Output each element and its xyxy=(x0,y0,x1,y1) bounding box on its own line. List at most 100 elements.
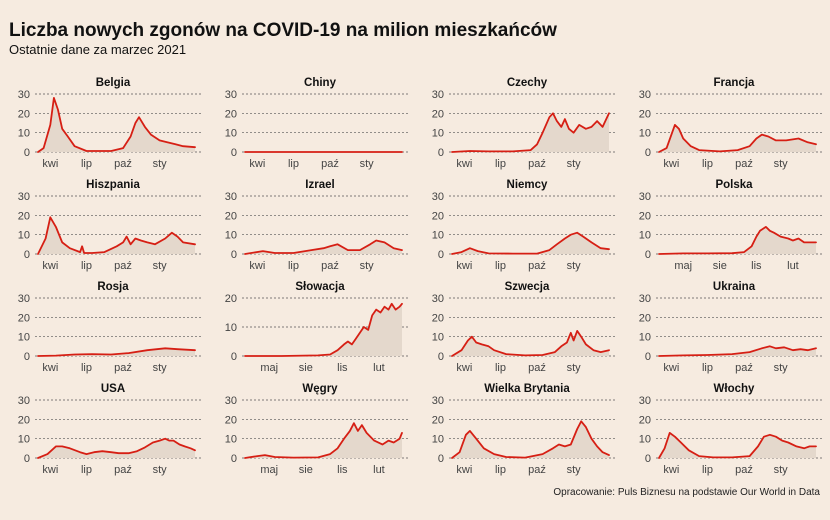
y-tick-label: 20 xyxy=(225,293,237,305)
y-tick-label: 30 xyxy=(639,293,651,305)
panel-rosja: Rosja 0 10 20 30 kwi lip paź sty xyxy=(0,276,207,378)
y-tick-label: 10 xyxy=(432,128,444,140)
y-tick-label: 0 xyxy=(645,351,651,363)
panel-plot: 0 10 20 30 kwi lip paź sty xyxy=(225,191,408,272)
x-tick-label: kwi xyxy=(42,362,58,374)
panel-wlochy: Włochy 0 10 20 30 kwi lip paź sty xyxy=(621,378,828,480)
y-tick-label: 20 xyxy=(639,210,651,222)
panel-szwecja: Szwecja 0 10 20 30 kwi lip paź sty xyxy=(414,276,621,378)
x-tick-label: lip xyxy=(81,260,92,272)
x-tick-label: lip xyxy=(81,158,92,170)
panel-wegry: Węgry 0 10 20 30 maj sie lis lut xyxy=(207,378,414,480)
x-tick-label: paź xyxy=(114,158,132,170)
x-tick-label: paź xyxy=(114,260,132,272)
panel-wielka-brytania: Wielka Brytania 0 10 20 30 kwi lip paź sty xyxy=(414,378,621,480)
x-tick-label: lut xyxy=(373,362,385,374)
x-tick-label: sty xyxy=(153,464,168,476)
x-tick-label: kwi xyxy=(42,260,58,272)
y-tick-label: 30 xyxy=(18,395,30,407)
panel-title: Wielka Brytania xyxy=(484,383,570,395)
series-area xyxy=(38,438,195,458)
y-tick-label: 10 xyxy=(432,434,444,446)
y-tick-label: 20 xyxy=(639,414,651,426)
series-area xyxy=(245,240,402,254)
x-tick-label: kwi xyxy=(456,260,472,272)
y-tick-label: 0 xyxy=(645,453,651,465)
panel-title: Szwecja xyxy=(504,281,550,293)
panel-title: Włochy xyxy=(713,383,755,395)
y-tick-label: 30 xyxy=(432,89,444,101)
series-area xyxy=(452,232,609,254)
x-tick-label: lip xyxy=(702,362,713,374)
y-tick-label: 0 xyxy=(645,249,651,261)
y-tick-label: 0 xyxy=(24,453,30,465)
panel-plot: 0 10 20 30 kwi lip paź sty xyxy=(18,395,201,476)
series-area xyxy=(659,432,816,458)
y-tick-label: 0 xyxy=(438,453,444,465)
panel-title: Rosja xyxy=(97,281,129,293)
series-line xyxy=(451,112,610,153)
y-tick-label: 30 xyxy=(225,395,237,407)
x-tick-label: lip xyxy=(702,464,713,476)
y-tick-label: 20 xyxy=(432,108,444,120)
y-tick-label: 10 xyxy=(18,128,30,140)
y-tick-label: 20 xyxy=(18,108,30,120)
y-tick-label: 30 xyxy=(18,89,30,101)
x-tick-label: paź xyxy=(735,362,753,374)
y-tick-label: 10 xyxy=(639,434,651,446)
panel-title: Belgia xyxy=(95,77,131,89)
x-tick-label: kwi xyxy=(42,158,58,170)
y-tick-label: 20 xyxy=(18,414,30,426)
x-tick-label: lip xyxy=(495,464,506,476)
series-area xyxy=(245,423,402,458)
y-tick-label: 10 xyxy=(639,128,651,140)
panel-title: USA xyxy=(100,383,126,395)
series-line xyxy=(37,97,196,153)
panel-title: Słowacja xyxy=(295,281,345,293)
x-tick-label: kwi xyxy=(663,362,679,374)
y-tick-label: 10 xyxy=(225,128,237,140)
y-tick-label: 0 xyxy=(645,147,651,159)
y-tick-label: 20 xyxy=(225,210,237,222)
x-tick-label: paź xyxy=(114,362,132,374)
y-tick-label: 10 xyxy=(225,322,237,334)
x-tick-label: paź xyxy=(528,362,546,374)
panel-plot: 0 10 20 30 kwi lip paź sty xyxy=(432,395,615,476)
x-tick-label: lip xyxy=(702,158,713,170)
y-tick-label: 30 xyxy=(18,293,30,305)
panel-czechy: Czechy 0 10 20 30 kwi lip paź sty xyxy=(414,72,621,174)
series-area xyxy=(452,113,609,152)
panel-chiny: Chiny 0 10 20 30 kwi lip paź sty xyxy=(207,72,414,174)
panel-plot: 0 10 20 30 kwi lip paź sty xyxy=(432,191,615,272)
x-tick-label: lip xyxy=(81,464,92,476)
panel-izrael: Izrael 0 10 20 30 kwi lip paź sty xyxy=(207,174,414,276)
x-tick-label: kwi xyxy=(663,158,679,170)
series-line xyxy=(37,437,196,459)
y-tick-label: 10 xyxy=(18,230,30,242)
y-tick-label: 30 xyxy=(225,89,237,101)
series-line xyxy=(658,124,817,153)
x-tick-label: lip xyxy=(81,362,92,374)
series-line xyxy=(451,420,610,459)
y-tick-label: 10 xyxy=(432,230,444,242)
series-area xyxy=(659,124,816,152)
y-tick-label: 30 xyxy=(639,89,651,101)
y-tick-label: 30 xyxy=(225,191,237,203)
y-tick-label: 0 xyxy=(231,249,237,261)
y-tick-label: 20 xyxy=(18,312,30,324)
panel-plot: 0 10 20 30 kwi lip paź sty xyxy=(18,293,201,374)
x-tick-label: lip xyxy=(495,158,506,170)
y-tick-label: 20 xyxy=(225,108,237,120)
y-tick-label: 20 xyxy=(432,210,444,222)
x-tick-label: sty xyxy=(360,158,375,170)
series-line xyxy=(244,239,403,255)
x-tick-label: lip xyxy=(288,260,299,272)
y-tick-label: 20 xyxy=(639,312,651,324)
x-tick-label: sty xyxy=(774,464,789,476)
x-tick-label: sty xyxy=(774,362,789,374)
panel-title: Niemcy xyxy=(506,179,548,191)
chart-title: Liczba nowych zgonów na COVID-19 na mili… xyxy=(9,20,557,41)
y-tick-label: 30 xyxy=(432,191,444,203)
y-tick-label: 30 xyxy=(18,191,30,203)
panel-plot: 0 10 20 30 kwi lip paź sty xyxy=(432,293,615,374)
